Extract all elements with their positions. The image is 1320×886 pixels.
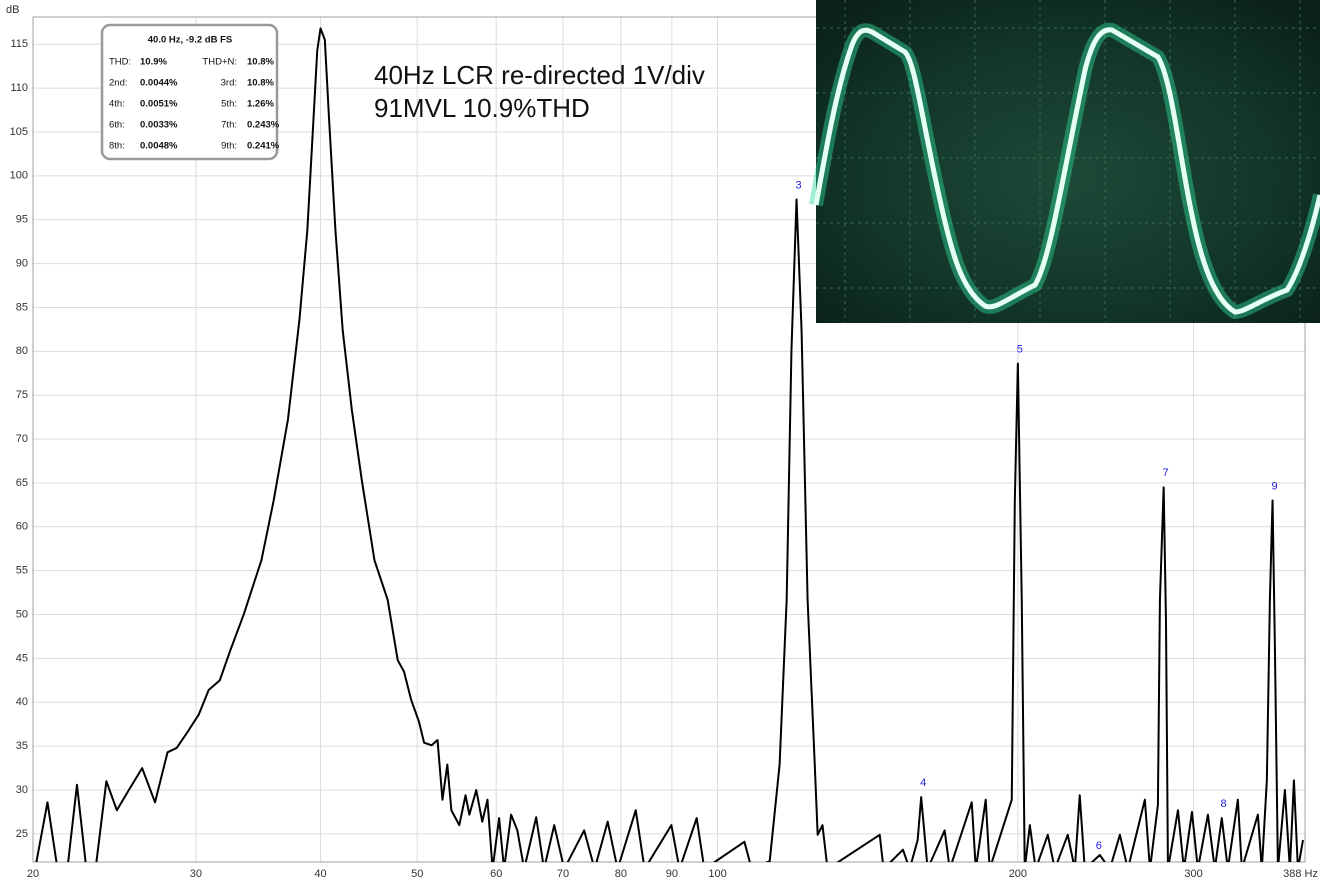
y-tick-label: 90 [16, 257, 28, 269]
x-tick-label: 388 Hz [1283, 868, 1318, 880]
info-box-cell: 0.243% [247, 120, 280, 131]
plot-frame [32, 16, 1306, 863]
info-box-cell: 8th: [109, 141, 125, 152]
info-box-cell: THD+N: [202, 57, 237, 68]
info-box-frame [100, 23, 279, 161]
info-box-cell: 10.9% [140, 57, 167, 68]
y-tick-label: 110 [10, 82, 28, 94]
x-tick-label: 20 [27, 868, 39, 880]
x-tick-label: 300 [1184, 868, 1202, 880]
info-box-cell: 0.0051% [140, 99, 178, 110]
info-box-cell: 7th: [221, 120, 237, 131]
info-box-cell: 0.0033% [140, 120, 178, 131]
y-tick-label: 80 [16, 345, 28, 357]
y-tick-label: 95 [16, 214, 28, 226]
harmonic-label: 3 [795, 179, 801, 191]
info-box-rows: THD: 10.9% THD+N: 10.8% 2nd: 0.0044% 3rd: 10.8%… [109, 57, 280, 152]
info-box: 40.0 Hz, -9.2 dB FS THD: 10.9% THD+N: 10.8%… [100, 23, 280, 161]
info-box-cell: 0.241% [247, 141, 280, 152]
harmonic-label: 5 [1017, 344, 1023, 356]
plot-area [35, 27, 1304, 862]
x-tick-label: 200 [1009, 868, 1027, 880]
y-tick-label: 105 [10, 126, 28, 138]
x-tick-label: 80 [615, 868, 627, 880]
y-tick-label: 40 [16, 696, 28, 708]
info-box-cell: 10.8% [247, 78, 274, 89]
y-tick-label: 115 [10, 38, 28, 50]
info-box-cell: THD: [109, 57, 131, 68]
x-tick-label: 60 [490, 868, 502, 880]
harmonic-label: 7 [1163, 467, 1169, 479]
y-axis-label: dB [6, 4, 19, 16]
y-tick-label: 50 [16, 608, 28, 620]
spectrum-line [35, 27, 1304, 862]
info-box-cell: 0.0048% [140, 141, 178, 152]
info-box-cell: 0.0044% [140, 78, 178, 89]
y-tick-label: 30 [16, 784, 28, 796]
labels: 2530354045505560657075808590951001051101… [10, 38, 1318, 880]
y-tick-label: 35 [16, 740, 28, 752]
y-tick-label: 75 [16, 389, 28, 401]
y-tick-label: 85 [16, 301, 28, 313]
harmonic-label: 9 [1271, 480, 1277, 492]
info-box-cell: 9th: [221, 141, 237, 152]
x-tick-label: 100 [708, 868, 726, 880]
info-box-cell: 2nd: [109, 78, 128, 89]
x-tick-label: 50 [411, 868, 423, 880]
y-tick-label: 70 [16, 433, 28, 445]
x-tick-label: 30 [190, 868, 202, 880]
scope-photo [809, 0, 1320, 323]
harmonic-label: 4 [920, 777, 926, 789]
info-box-cell: 6th: [109, 120, 125, 131]
y-tick-label: 65 [16, 477, 28, 489]
info-box-cell: 5th: [221, 99, 237, 110]
y-tick-label: 100 [10, 170, 28, 182]
x-tick-label: 90 [666, 868, 678, 880]
info-box-cell: 10.8% [247, 57, 274, 68]
info-box-title: 40.0 Hz, -9.2 dB FS [148, 35, 232, 46]
info-box-cell: 4th: [109, 99, 125, 110]
y-tick-label: 25 [16, 828, 28, 840]
scope-trace [813, 27, 1320, 315]
info-box-cell: 1.26% [247, 99, 274, 110]
harmonic-label: 8 [1220, 798, 1226, 810]
y-tick-label: 45 [16, 652, 28, 664]
y-tick-label: 55 [16, 565, 28, 577]
annotation: 40Hz LCR re-directed 1V/div [374, 60, 705, 90]
x-tick-label: 40 [314, 868, 326, 880]
harmonic-label: 6 [1096, 840, 1102, 852]
annotation: 91MVL 10.9%THD [374, 93, 590, 123]
y-tick-label: 60 [16, 521, 28, 533]
info-box-cell: 3rd: [221, 78, 237, 89]
x-tick-label: 70 [557, 868, 569, 880]
